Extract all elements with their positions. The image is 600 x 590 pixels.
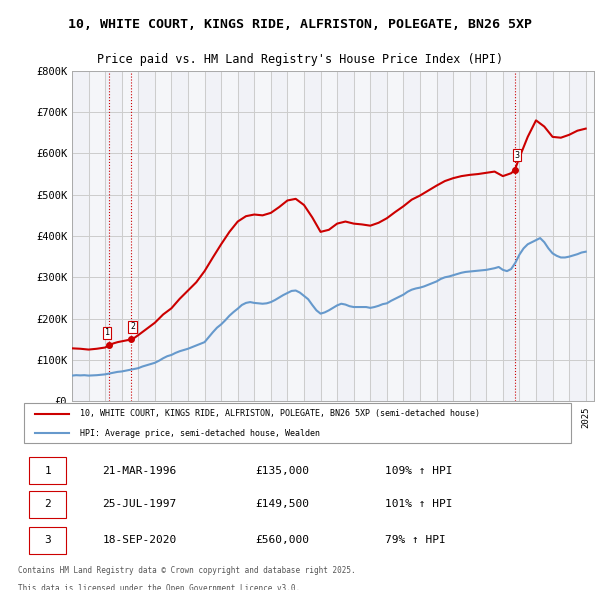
Text: 21-MAR-1996: 21-MAR-1996	[103, 466, 177, 476]
Bar	[72, 71, 89, 401]
Text: 10, WHITE COURT, KINGS RIDE, ALFRISTON, POLEGATE, BN26 5XP: 10, WHITE COURT, KINGS RIDE, ALFRISTON, …	[68, 18, 532, 31]
Text: £135,000: £135,000	[255, 466, 309, 476]
Text: 101% ↑ HPI: 101% ↑ HPI	[385, 500, 452, 509]
Bar	[105, 71, 122, 401]
Text: 3: 3	[515, 150, 520, 159]
Bar	[437, 71, 453, 401]
FancyBboxPatch shape	[29, 527, 66, 554]
Bar	[337, 71, 354, 401]
Text: 18-SEP-2020: 18-SEP-2020	[103, 535, 177, 545]
Bar	[238, 71, 254, 401]
Bar	[470, 71, 486, 401]
Text: 2: 2	[44, 500, 51, 509]
Bar	[172, 71, 188, 401]
Text: 3: 3	[44, 535, 51, 545]
Text: 2: 2	[130, 322, 135, 331]
Bar	[138, 71, 155, 401]
Text: £149,500: £149,500	[255, 500, 309, 509]
Text: 25-JUL-1997: 25-JUL-1997	[103, 500, 177, 509]
Text: 1: 1	[44, 466, 51, 476]
Text: 79% ↑ HPI: 79% ↑ HPI	[385, 535, 445, 545]
Text: Contains HM Land Registry data © Crown copyright and database right 2025.: Contains HM Land Registry data © Crown c…	[18, 566, 356, 575]
Bar	[370, 71, 387, 401]
FancyBboxPatch shape	[29, 491, 66, 518]
Bar	[304, 71, 320, 401]
Text: 10, WHITE COURT, KINGS RIDE, ALFRISTON, POLEGATE, BN26 5XP (semi-detached house): 10, WHITE COURT, KINGS RIDE, ALFRISTON, …	[80, 409, 480, 418]
Text: 109% ↑ HPI: 109% ↑ HPI	[385, 466, 452, 476]
Bar	[205, 71, 221, 401]
Bar	[271, 71, 287, 401]
Text: 1: 1	[104, 328, 110, 337]
Text: Price paid vs. HM Land Registry's House Price Index (HPI): Price paid vs. HM Land Registry's House …	[97, 53, 503, 66]
Text: £560,000: £560,000	[255, 535, 309, 545]
FancyBboxPatch shape	[23, 404, 571, 443]
Text: This data is licensed under the Open Government Licence v3.0.: This data is licensed under the Open Gov…	[18, 584, 300, 590]
Text: HPI: Average price, semi-detached house, Wealden: HPI: Average price, semi-detached house,…	[80, 428, 320, 438]
Bar	[503, 71, 520, 401]
FancyBboxPatch shape	[29, 457, 66, 484]
Bar	[569, 71, 586, 401]
Bar	[536, 71, 553, 401]
Bar	[403, 71, 420, 401]
